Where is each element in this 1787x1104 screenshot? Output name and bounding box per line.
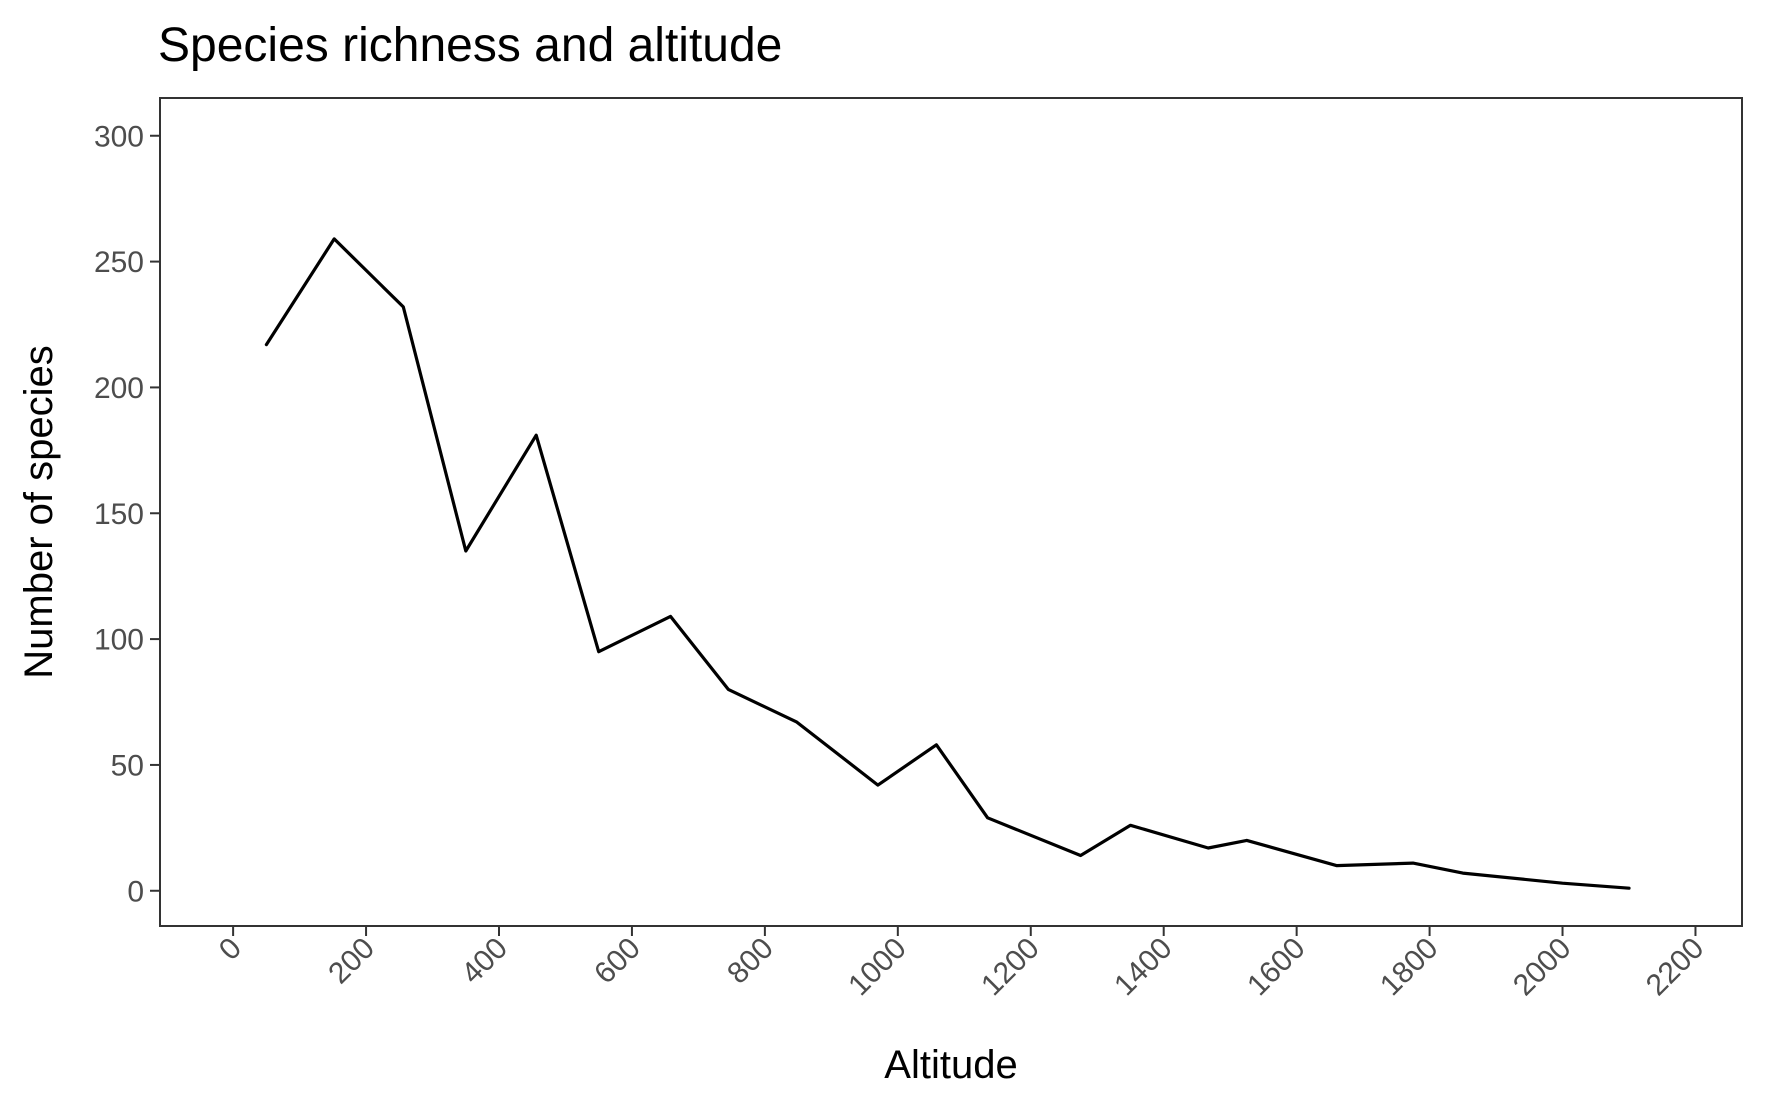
x-tick-label: 1400 xyxy=(1108,932,1179,1003)
x-tick-label: 1200 xyxy=(975,932,1046,1003)
x-tick-label: 400 xyxy=(455,932,514,991)
x-tick-label: 1800 xyxy=(1374,932,1445,1003)
x-axis: 0 200 400 600 800 1000 1200 1400 1600 1800 2000 220… xyxy=(213,926,1710,1002)
y-tick-label: 0 xyxy=(127,875,144,908)
plot-panel xyxy=(159,97,1743,927)
y-axis: 0 50 100 150 200 250 300 xyxy=(94,120,160,908)
x-tick-label: 0 xyxy=(213,932,248,967)
x-tick-label: 2200 xyxy=(1640,932,1711,1003)
series-line-0 xyxy=(264,237,1631,890)
chart-title: Species richness and altitude xyxy=(158,19,782,72)
x-tick-label: 600 xyxy=(588,932,647,991)
y-tick-label: 150 xyxy=(94,498,144,531)
x-tick-label: 1000 xyxy=(842,932,913,1003)
y-tick-label: 100 xyxy=(94,624,144,657)
y-tick-label: 300 xyxy=(94,120,144,153)
x-axis-title: Altitude xyxy=(884,1043,1017,1087)
x-tick-label: 800 xyxy=(721,932,780,991)
x-tick-label: 2000 xyxy=(1507,932,1578,1003)
y-tick-label: 50 xyxy=(111,749,144,782)
y-tick-label: 250 xyxy=(94,246,144,279)
x-tick-label: 1600 xyxy=(1241,932,1312,1003)
series-layer xyxy=(264,237,1631,890)
x-tick-label: 200 xyxy=(322,932,381,991)
y-axis-title: Number of species xyxy=(17,345,61,678)
y-tick-label: 200 xyxy=(94,372,144,405)
